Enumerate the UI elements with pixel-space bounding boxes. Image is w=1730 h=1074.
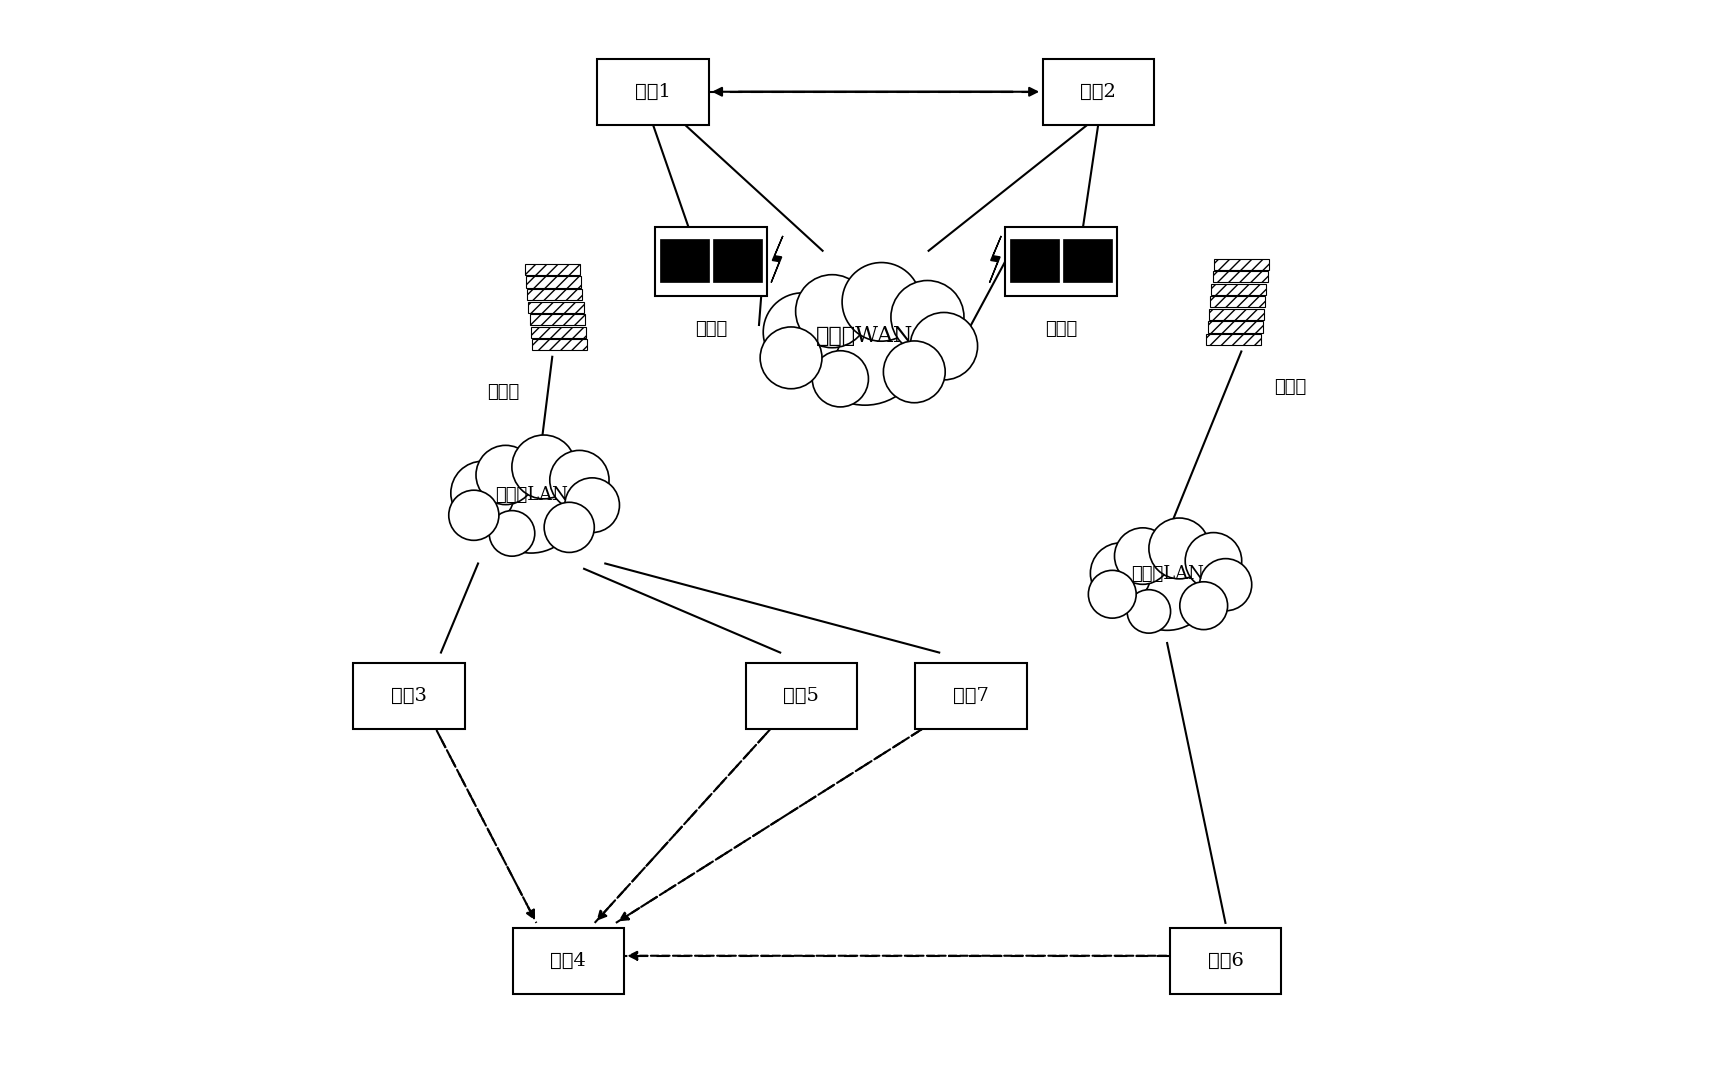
Text: 局域网LAN: 局域网LAN — [495, 485, 567, 504]
Text: 防火墙: 防火墙 — [1275, 378, 1306, 396]
Text: 防火墙: 防火墙 — [488, 383, 519, 402]
Circle shape — [545, 503, 595, 552]
Circle shape — [1180, 582, 1228, 629]
Bar — [526, 276, 581, 288]
Bar — [512, 928, 625, 993]
Bar — [1213, 271, 1268, 282]
Text: 局域网LAN: 局域网LAN — [1131, 565, 1204, 583]
Circle shape — [806, 287, 924, 405]
Text: 实䥓7: 实䥓7 — [953, 687, 990, 705]
Text: 实䥓2: 实䥓2 — [1080, 83, 1116, 101]
Polygon shape — [772, 236, 784, 282]
Text: 实䥓1: 实䥓1 — [635, 83, 671, 101]
Text: 实䥓6: 实䥓6 — [1208, 952, 1244, 970]
Bar — [533, 339, 586, 350]
Circle shape — [476, 446, 535, 505]
Circle shape — [452, 461, 514, 525]
Text: 实䥓5: 实䥓5 — [784, 687, 820, 705]
Bar — [1211, 284, 1266, 295]
Bar — [713, 238, 763, 282]
Bar — [1010, 238, 1059, 282]
Circle shape — [1088, 570, 1137, 619]
Bar — [529, 314, 585, 325]
Bar — [1209, 296, 1265, 307]
Bar — [1206, 334, 1261, 345]
Bar — [1064, 238, 1112, 282]
Circle shape — [910, 313, 977, 380]
Circle shape — [1128, 590, 1171, 634]
Circle shape — [512, 435, 576, 498]
Bar — [1043, 59, 1154, 125]
Bar — [1209, 309, 1265, 320]
Circle shape — [490, 510, 535, 556]
Circle shape — [1121, 539, 1213, 630]
Bar — [1005, 227, 1118, 295]
Circle shape — [891, 280, 964, 353]
Circle shape — [550, 450, 609, 510]
Circle shape — [796, 275, 868, 348]
Text: 实䥓3: 实䥓3 — [391, 687, 427, 705]
Bar — [656, 227, 768, 295]
Text: 路由器: 路由器 — [1045, 320, 1078, 338]
Circle shape — [843, 262, 920, 342]
Bar — [1208, 321, 1263, 333]
Circle shape — [813, 351, 868, 407]
Bar — [746, 663, 856, 729]
Circle shape — [1090, 542, 1150, 604]
Circle shape — [884, 340, 945, 403]
Bar — [528, 302, 583, 313]
Bar — [524, 264, 580, 275]
Bar — [915, 663, 1026, 729]
Circle shape — [1149, 518, 1209, 579]
Text: 实䥓4: 实䥓4 — [550, 952, 586, 970]
Text: 路由器: 路由器 — [695, 320, 727, 338]
Bar — [531, 326, 586, 338]
Bar — [661, 238, 709, 282]
Circle shape — [564, 478, 619, 533]
Polygon shape — [990, 236, 1002, 282]
Bar — [1214, 259, 1268, 270]
Circle shape — [763, 293, 843, 372]
Bar — [353, 663, 465, 729]
Text: 广域网WAN: 广域网WAN — [817, 324, 913, 347]
Circle shape — [1199, 558, 1253, 611]
Circle shape — [483, 458, 580, 553]
Circle shape — [448, 490, 498, 540]
Circle shape — [759, 326, 822, 389]
Bar — [528, 289, 583, 300]
Circle shape — [1185, 533, 1242, 590]
Bar — [1169, 928, 1282, 993]
Bar — [597, 59, 709, 125]
Circle shape — [1114, 527, 1171, 584]
